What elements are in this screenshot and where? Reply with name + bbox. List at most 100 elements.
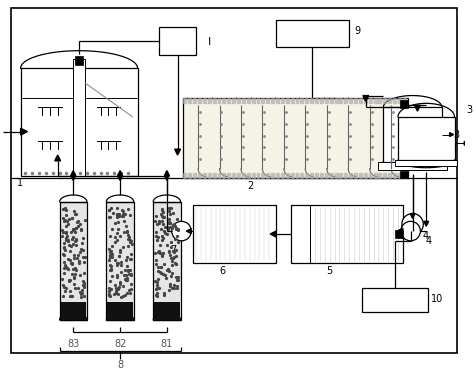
- Polygon shape: [410, 213, 415, 218]
- Text: I: I: [208, 37, 211, 47]
- Text: 83: 83: [67, 339, 79, 349]
- Polygon shape: [310, 172, 313, 178]
- Polygon shape: [270, 231, 276, 237]
- Bar: [183, 98, 408, 178]
- Polygon shape: [20, 128, 27, 135]
- Polygon shape: [252, 98, 255, 103]
- Bar: [395, 160, 457, 166]
- Polygon shape: [393, 98, 396, 103]
- Text: 3: 3: [466, 105, 472, 115]
- Bar: [378, 162, 447, 170]
- Polygon shape: [374, 172, 376, 178]
- Polygon shape: [296, 172, 299, 178]
- Polygon shape: [232, 172, 235, 178]
- Polygon shape: [315, 172, 318, 178]
- Polygon shape: [218, 98, 220, 103]
- Polygon shape: [335, 172, 337, 178]
- Polygon shape: [339, 172, 342, 178]
- Polygon shape: [344, 98, 347, 103]
- Polygon shape: [383, 98, 386, 103]
- Polygon shape: [364, 172, 367, 178]
- Text: 82: 82: [114, 339, 126, 349]
- Polygon shape: [193, 98, 196, 103]
- Polygon shape: [271, 172, 274, 178]
- Polygon shape: [354, 172, 357, 178]
- Bar: [153, 202, 181, 320]
- Polygon shape: [183, 172, 186, 178]
- Polygon shape: [315, 98, 318, 103]
- Polygon shape: [320, 172, 323, 178]
- Polygon shape: [237, 172, 240, 178]
- Polygon shape: [222, 172, 225, 178]
- Bar: [106, 202, 134, 320]
- Polygon shape: [398, 172, 401, 178]
- Bar: [383, 107, 442, 162]
- Polygon shape: [286, 172, 289, 178]
- Bar: [61, 302, 86, 320]
- Polygon shape: [174, 149, 181, 155]
- Polygon shape: [256, 172, 259, 178]
- Bar: [291, 205, 403, 263]
- Polygon shape: [281, 172, 284, 178]
- Text: 2: 2: [247, 181, 253, 191]
- Polygon shape: [164, 171, 169, 175]
- Polygon shape: [262, 98, 264, 103]
- Polygon shape: [393, 172, 396, 178]
- Polygon shape: [369, 98, 372, 103]
- Polygon shape: [330, 98, 333, 103]
- Polygon shape: [193, 172, 196, 178]
- Bar: [398, 117, 455, 160]
- Polygon shape: [354, 98, 357, 103]
- Polygon shape: [296, 98, 299, 103]
- Polygon shape: [305, 98, 308, 103]
- Polygon shape: [339, 98, 342, 103]
- Bar: [159, 27, 196, 55]
- Polygon shape: [450, 132, 454, 137]
- Polygon shape: [415, 105, 420, 111]
- Polygon shape: [213, 172, 216, 178]
- Text: 5: 5: [327, 266, 333, 276]
- Polygon shape: [364, 98, 367, 103]
- Polygon shape: [203, 98, 206, 103]
- Polygon shape: [266, 172, 269, 178]
- Text: 6: 6: [219, 266, 226, 276]
- Polygon shape: [208, 172, 211, 178]
- Polygon shape: [378, 172, 382, 178]
- Bar: [20, 68, 137, 175]
- Polygon shape: [464, 141, 468, 145]
- Polygon shape: [203, 172, 206, 178]
- Polygon shape: [213, 98, 216, 103]
- Polygon shape: [310, 98, 313, 103]
- Bar: [75, 56, 83, 65]
- Polygon shape: [242, 98, 245, 103]
- Text: 7: 7: [171, 245, 177, 255]
- Polygon shape: [218, 172, 220, 178]
- Polygon shape: [222, 98, 225, 103]
- Text: 4: 4: [425, 236, 431, 246]
- Polygon shape: [232, 98, 235, 103]
- Polygon shape: [349, 98, 352, 103]
- Polygon shape: [349, 172, 352, 178]
- Polygon shape: [388, 172, 391, 178]
- Polygon shape: [369, 172, 372, 178]
- Polygon shape: [71, 175, 76, 181]
- Polygon shape: [359, 98, 362, 103]
- Text: 81: 81: [161, 339, 173, 349]
- Circle shape: [402, 213, 423, 235]
- Polygon shape: [424, 221, 428, 226]
- Polygon shape: [183, 98, 186, 103]
- Polygon shape: [198, 172, 201, 178]
- Polygon shape: [164, 175, 169, 181]
- Polygon shape: [271, 98, 274, 103]
- Polygon shape: [320, 98, 323, 103]
- Polygon shape: [262, 172, 264, 178]
- Polygon shape: [276, 98, 279, 103]
- Polygon shape: [252, 172, 255, 178]
- Polygon shape: [286, 98, 289, 103]
- Polygon shape: [388, 98, 391, 103]
- Polygon shape: [237, 98, 240, 103]
- Bar: [154, 302, 180, 320]
- Polygon shape: [242, 172, 245, 178]
- Text: 4: 4: [422, 231, 428, 241]
- Polygon shape: [325, 98, 328, 103]
